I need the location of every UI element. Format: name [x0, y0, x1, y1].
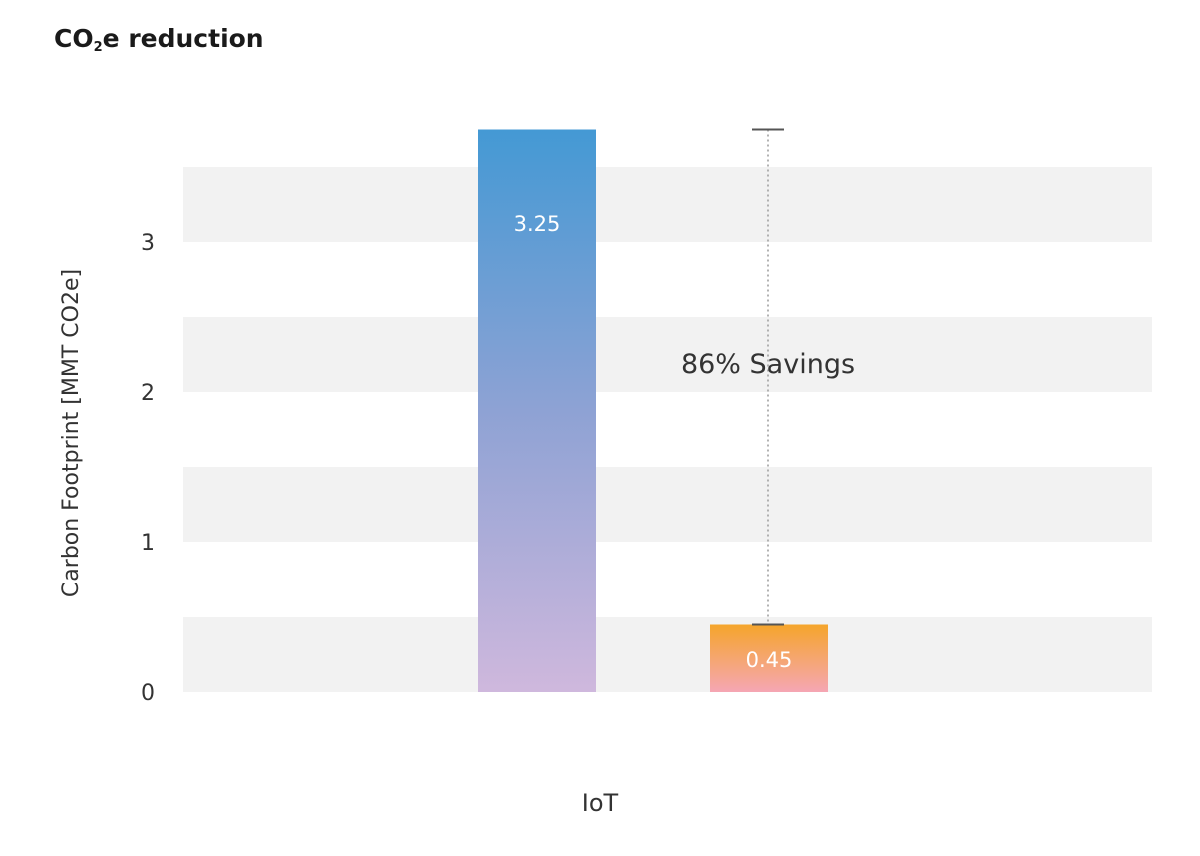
bar-value-label: 3.25: [514, 212, 561, 236]
bar: [710, 624, 828, 692]
bar: [478, 129, 596, 692]
x-axis-label: IoT: [582, 789, 619, 817]
chart-title: CO2e reduction: [54, 24, 264, 55]
grid-band: [183, 617, 1152, 692]
grid-band: [183, 467, 1152, 542]
grid-band: [183, 317, 1152, 392]
y-tick-label: 1: [141, 531, 155, 556]
y-tick-label: 0: [141, 681, 155, 706]
y-tick-label: 3: [141, 231, 155, 256]
y-tick-label: 2: [141, 381, 155, 406]
grid-band: [183, 167, 1152, 242]
bar-value-label: 0.45: [746, 648, 793, 672]
y-axis-label: Carbon Footprint [MMT CO2e]: [59, 269, 84, 597]
savings-annotation: 86% Savings: [681, 349, 855, 380]
